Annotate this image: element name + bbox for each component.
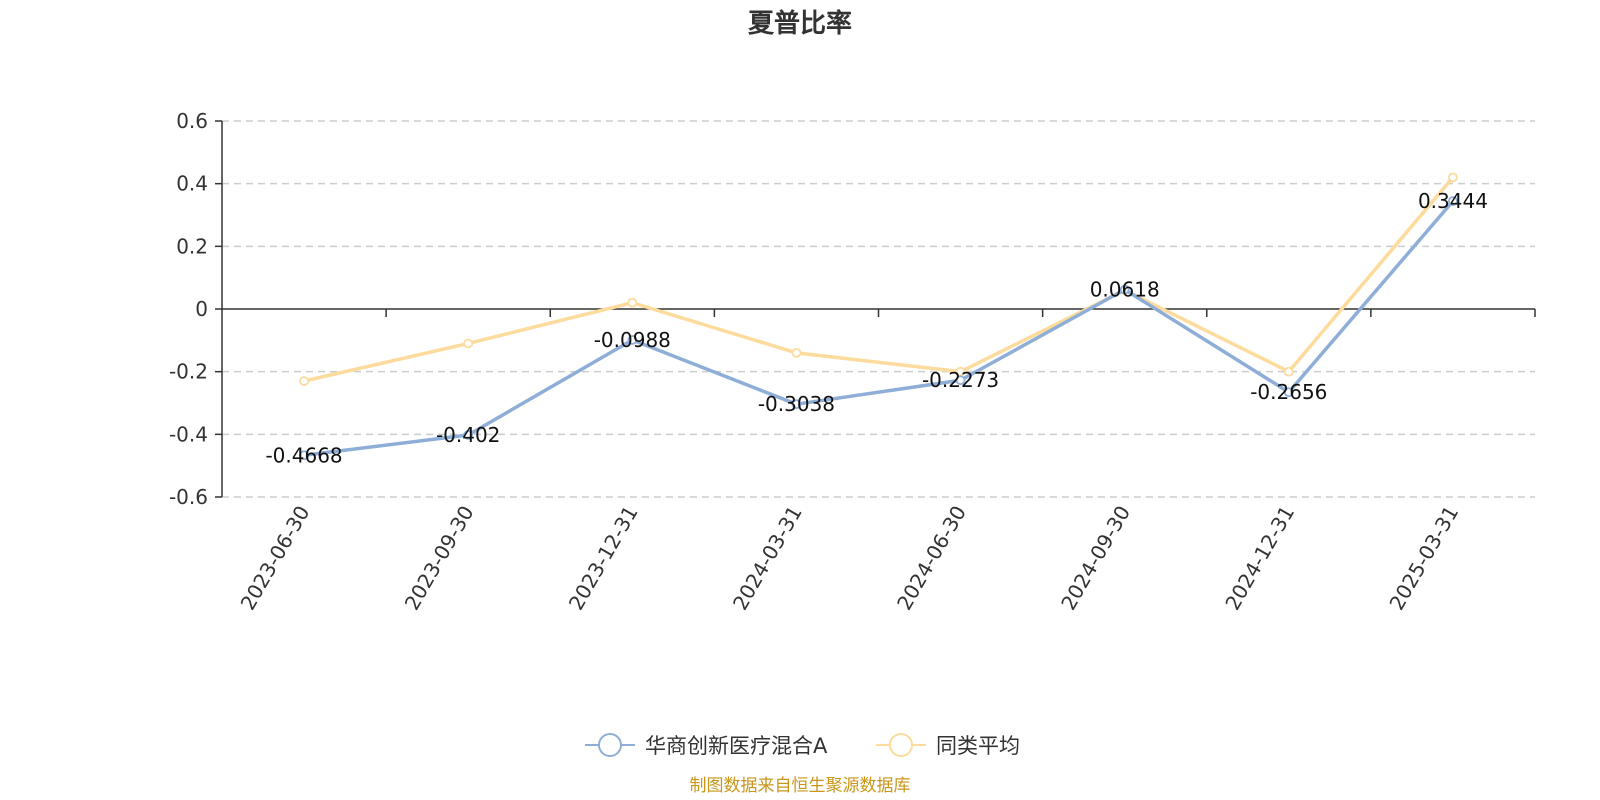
data-label: -0.0988 — [594, 328, 671, 352]
data-label: 0.0618 — [1090, 278, 1160, 302]
y-tick-label: 0 — [195, 297, 208, 321]
data-labels: -0.4668 -0.402 -0.0988 -0.3038 -0.2273 0.0618… — [265, 189, 1487, 467]
series-line — [303, 199, 1455, 458]
legend-label[interactable]: 同类平均 — [936, 734, 1020, 758]
data-label: -0.402 — [436, 423, 500, 447]
data-point — [463, 430, 474, 440]
legend-label[interactable]: 华商创新医疗混合A — [645, 734, 828, 758]
y-tick-label: -0.6 — [169, 485, 208, 509]
x-tick-label: 2023-06-30 — [235, 502, 314, 615]
data-point — [791, 399, 802, 410]
y-tick-label: 0.2 — [176, 234, 208, 258]
data-point — [955, 375, 966, 386]
legend-swatch-marker[interactable] — [598, 733, 622, 757]
x-tick-label: 2023-12-31 — [564, 502, 643, 615]
data-point — [1283, 366, 1294, 377]
chart-title: 夏普比率 — [748, 8, 852, 39]
y-tick-label: 0.4 — [176, 172, 208, 196]
data-point — [1119, 284, 1130, 295]
x-tick-label: 2024-03-31 — [728, 502, 807, 615]
data-point — [463, 338, 474, 349]
x-tick-label: 2024-06-30 — [892, 502, 971, 615]
data-point — [299, 376, 309, 386]
data-point — [791, 347, 802, 358]
data-point — [627, 297, 638, 308]
data-point — [299, 450, 309, 461]
data-point — [1283, 387, 1294, 398]
data-label: -0.2273 — [922, 368, 999, 392]
legend[interactable]: 华商创新医疗混合A 同类平均 — [585, 733, 1020, 758]
data-label: 0.3444 — [1418, 189, 1488, 213]
data-point — [627, 335, 638, 345]
x-tick-label: 2025-03-31 — [1384, 502, 1463, 615]
x-tick-label: 2024-12-31 — [1220, 502, 1299, 615]
grid-lines — [222, 120, 1535, 498]
x-tick-label: 2024-09-30 — [1056, 502, 1135, 615]
y-tick-label: -0.4 — [169, 422, 208, 446]
x-tick-label: 2023-09-30 — [400, 502, 479, 615]
data-label: -0.3038 — [758, 392, 835, 416]
y-tick-label: -0.2 — [169, 360, 208, 384]
legend-swatch-marker[interactable] — [889, 733, 913, 757]
data-source-note: 制图数据来自恒生聚源数据库 — [690, 776, 911, 796]
data-label: -0.4668 — [265, 443, 342, 467]
data-point — [1448, 196, 1458, 206]
series-lines — [299, 172, 1458, 461]
series-line — [303, 176, 1455, 383]
data-label: -0.2656 — [1250, 380, 1327, 404]
axes: 0.6 0.4 0.2 0 -0.2 -0.4 -0.6 2023-06-30 2023-09-… — [169, 109, 1536, 615]
data-point — [1448, 172, 1458, 183]
y-tick-label: 0.6 — [176, 109, 208, 133]
